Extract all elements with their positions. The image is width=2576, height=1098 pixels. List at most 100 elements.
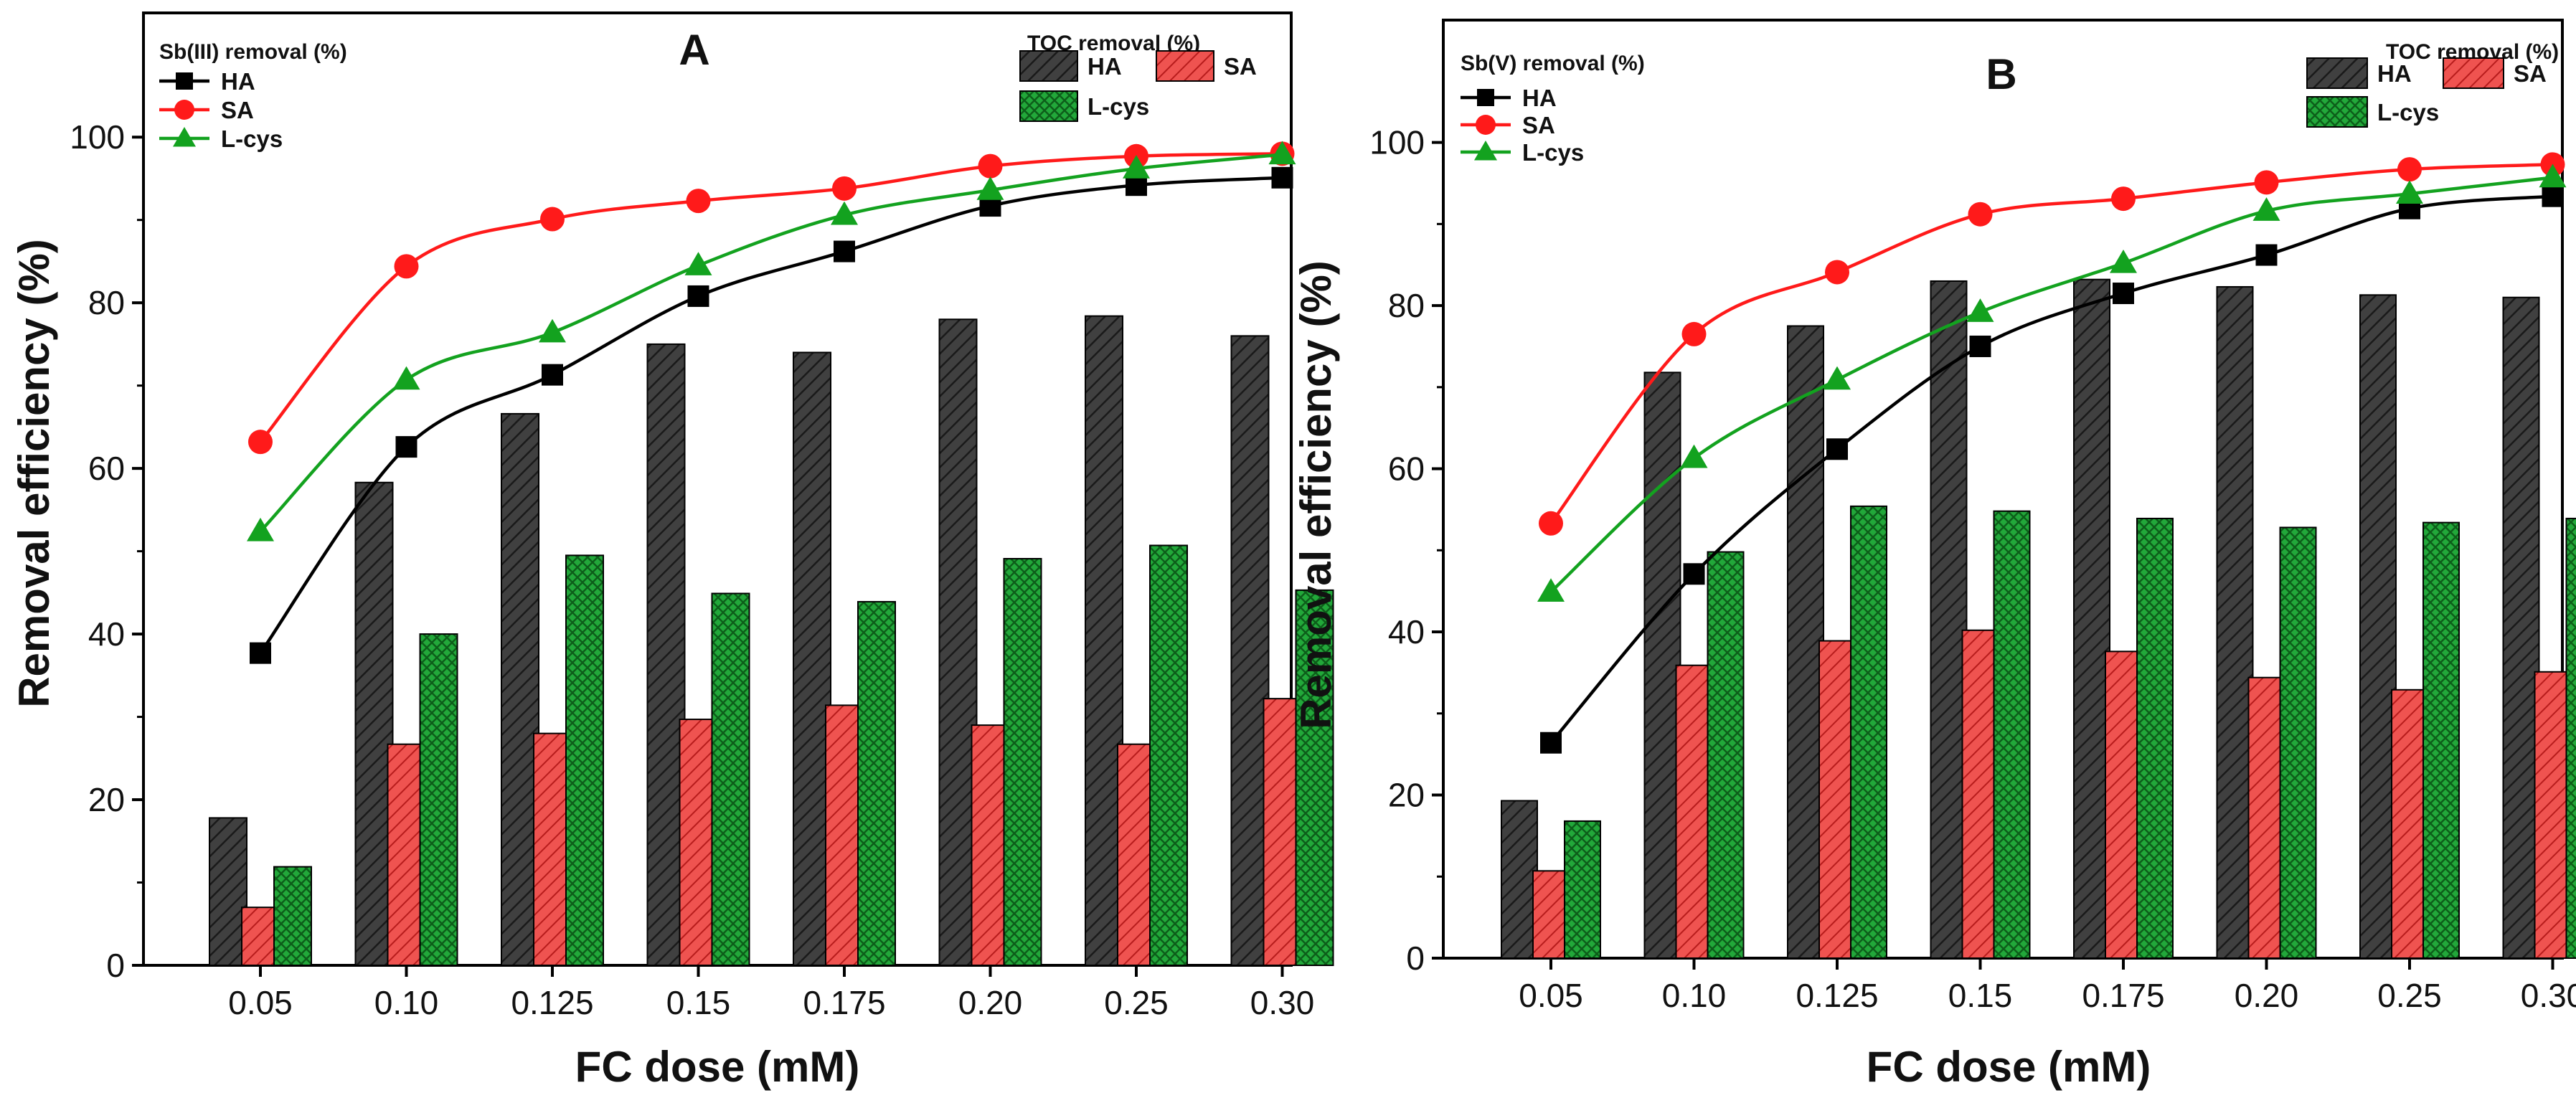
series-line-l-cys bbox=[1549, 176, 2553, 593]
y-tick-label: 40 bbox=[88, 615, 125, 653]
point-sa bbox=[540, 207, 565, 232]
panel-label: A bbox=[679, 26, 709, 74]
x-tick-label: 0.10 bbox=[374, 984, 439, 1021]
x-tick-label: 0.175 bbox=[2082, 977, 2164, 1014]
point-ha bbox=[687, 285, 709, 307]
point-l-cys bbox=[976, 176, 1004, 200]
bar-ha bbox=[2502, 296, 2540, 959]
x-axis-label: FC dose (mM) bbox=[575, 1043, 860, 1091]
bar-ha bbox=[1501, 800, 1538, 960]
bar-l-cys bbox=[1003, 558, 1042, 966]
point-l-cys bbox=[831, 201, 858, 225]
bar-ha bbox=[1230, 335, 1270, 966]
legend-marker bbox=[1474, 141, 1497, 161]
bar-ha bbox=[1643, 371, 1681, 959]
y-tick-label: 0 bbox=[106, 947, 125, 984]
bar-ha bbox=[2359, 294, 2397, 960]
legend-marker bbox=[1477, 89, 1494, 106]
x-tick-label: 0.30 bbox=[2521, 977, 2576, 1014]
point-sa bbox=[1539, 511, 1563, 536]
point-ha bbox=[1826, 438, 1848, 460]
y-axis-label: Removal efficiency (%) bbox=[10, 239, 58, 708]
point-ha bbox=[1683, 563, 1705, 585]
bar-l-cys bbox=[1295, 589, 1334, 966]
legend-label: SA bbox=[1224, 53, 1257, 80]
series-line-sa bbox=[259, 152, 1283, 443]
bar-sa bbox=[1532, 870, 1570, 959]
legend-label: HA bbox=[1088, 53, 1122, 80]
bars bbox=[1501, 278, 2576, 960]
point-sa bbox=[1968, 202, 1993, 227]
point-sa bbox=[394, 254, 419, 279]
point-sa bbox=[1681, 321, 1707, 346]
legend-bar-swatch bbox=[1156, 50, 1214, 82]
point-sa bbox=[2111, 186, 2136, 212]
point-ha bbox=[1969, 335, 1991, 357]
legend-label: L-cys bbox=[2377, 99, 2439, 126]
legend-bar-swatch bbox=[2306, 96, 2368, 128]
legend-label: HA bbox=[1522, 85, 1557, 111]
bar-legend-items: HA SA L-cys bbox=[1019, 50, 1257, 122]
bar-sa bbox=[2247, 676, 2285, 959]
point-ha bbox=[1540, 732, 1562, 754]
point-ha bbox=[2113, 283, 2134, 305]
bar-ha bbox=[1787, 325, 1824, 959]
lines bbox=[1537, 152, 2567, 754]
bar-l-cys bbox=[1707, 551, 1745, 959]
y-tick-label: 40 bbox=[1388, 613, 1425, 650]
line-legend-title: Sb(V) removal (%) bbox=[1461, 52, 1645, 75]
bar-legend: TOC removal (%) HA SAL-cys bbox=[1019, 32, 1257, 122]
point-ha bbox=[2542, 185, 2564, 207]
bar-l-cys bbox=[1149, 544, 1188, 966]
x-axis-label: FC dose (mM) bbox=[1867, 1043, 2151, 1091]
bar-l-cys bbox=[2422, 521, 2460, 959]
bar-sa bbox=[1961, 629, 1999, 959]
x-tick-label: 0.20 bbox=[958, 984, 1023, 1021]
point-l-cys bbox=[1966, 298, 1994, 322]
y-tick-label: 100 bbox=[1369, 124, 1425, 161]
point-l-cys bbox=[684, 252, 712, 275]
point-l-cys bbox=[2252, 197, 2280, 221]
point-sa bbox=[1825, 260, 1849, 285]
bar-l-cys bbox=[2565, 517, 2576, 959]
bar-l-cys bbox=[711, 592, 750, 966]
point-l-cys bbox=[1824, 366, 1851, 390]
bar-sa bbox=[679, 719, 718, 966]
legend-label: SA bbox=[221, 97, 254, 123]
y-ticks: 0 20 40 60 80 100 bbox=[1369, 124, 1443, 977]
legend-bar-swatch bbox=[2443, 57, 2504, 89]
x-tick-label: 0.20 bbox=[2235, 977, 2299, 1014]
point-l-cys bbox=[1268, 141, 1296, 165]
legend-marker bbox=[176, 72, 193, 90]
point-sa bbox=[686, 189, 711, 214]
bar-ha bbox=[2216, 285, 2254, 960]
point-l-cys bbox=[2110, 249, 2137, 273]
legend-bar-swatch bbox=[1019, 90, 1078, 122]
legend-bar-swatch bbox=[2306, 57, 2368, 89]
point-sa bbox=[832, 176, 857, 201]
point-l-cys bbox=[1680, 444, 1708, 468]
bar-sa bbox=[1263, 698, 1302, 966]
bar-ha bbox=[1930, 280, 1968, 959]
bar-ha bbox=[646, 343, 686, 967]
x-tick-label: 0.125 bbox=[511, 984, 593, 1021]
point-l-cys bbox=[539, 318, 566, 343]
bar-ha bbox=[1085, 315, 1123, 966]
x-tick-label: 0.15 bbox=[666, 984, 731, 1021]
point-sa bbox=[2397, 157, 2422, 182]
y-tick-label: 0 bbox=[1406, 940, 1425, 977]
y-tick-label: 20 bbox=[88, 781, 125, 818]
point-l-cys bbox=[1537, 578, 1565, 602]
legend-marker bbox=[1476, 115, 1496, 135]
y-tick-label: 100 bbox=[70, 118, 125, 156]
y-tick-label: 80 bbox=[88, 284, 125, 321]
legend-label: SA bbox=[2514, 60, 2547, 87]
y-tick-label: 20 bbox=[1388, 777, 1425, 814]
point-ha bbox=[542, 364, 563, 386]
bar-sa bbox=[2534, 671, 2572, 959]
